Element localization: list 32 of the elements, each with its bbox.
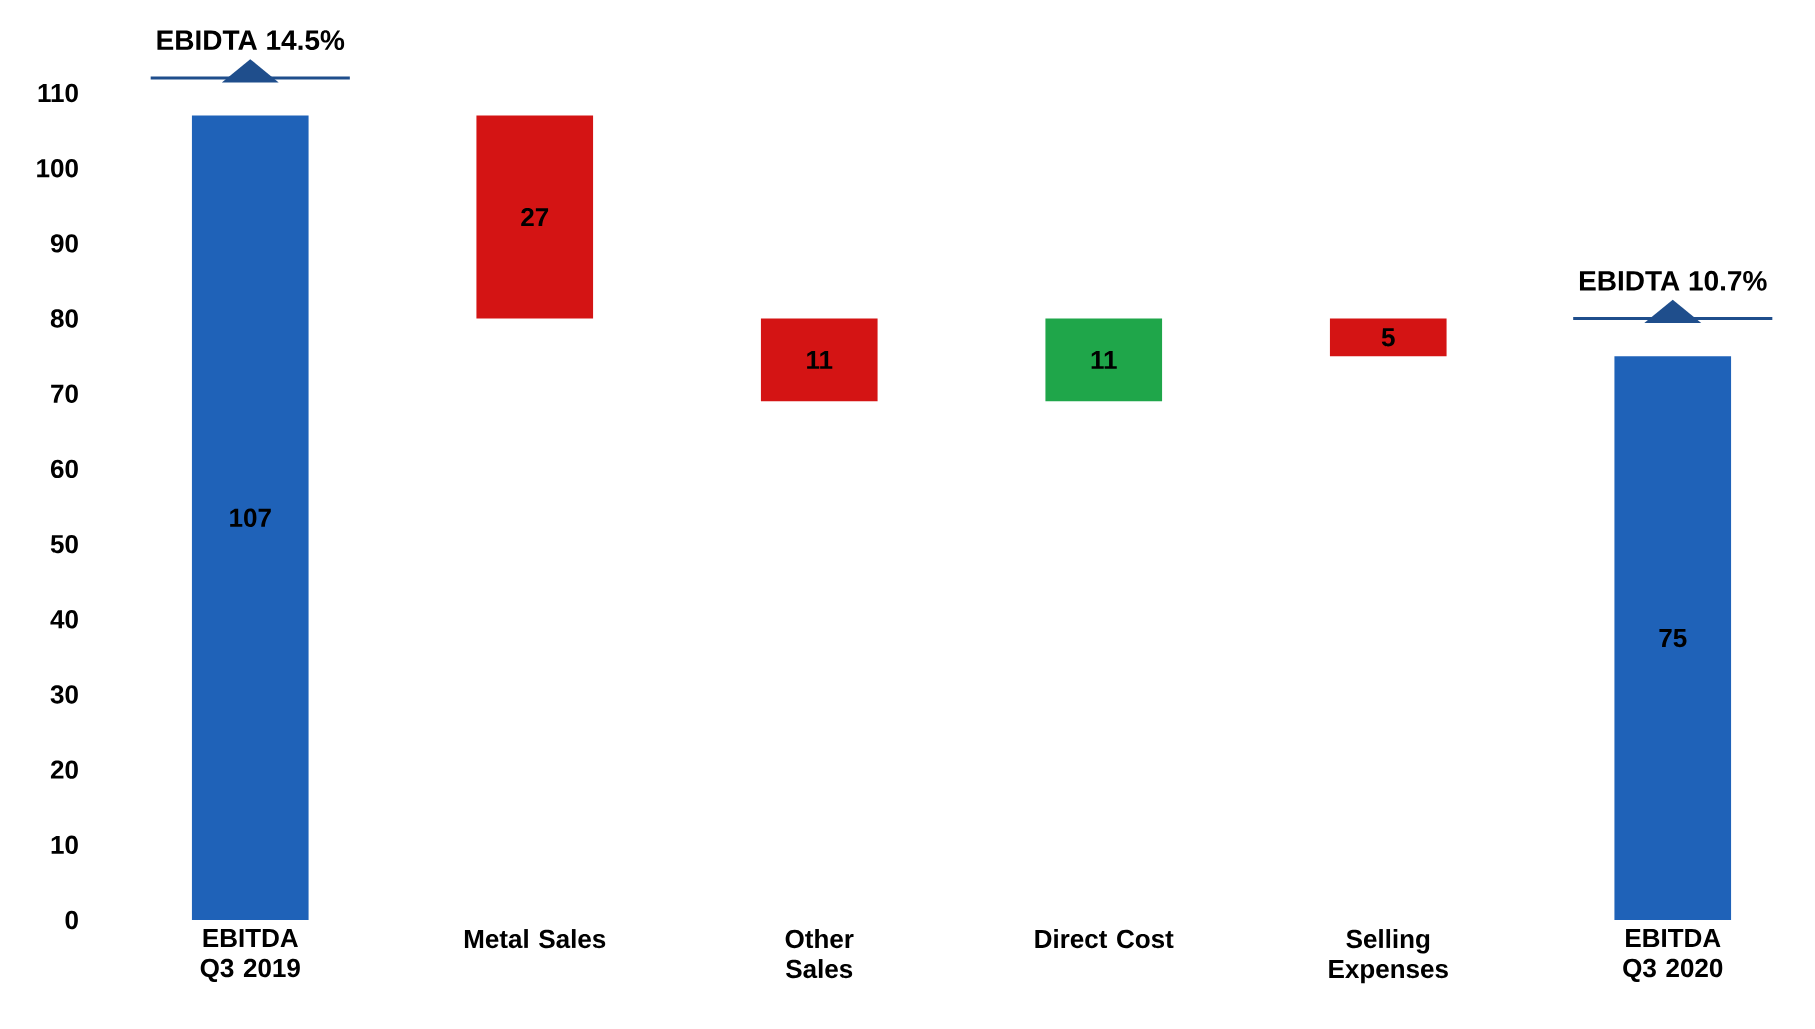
data-label: 75 <box>1659 629 1687 648</box>
y-tick-label: 90 <box>50 234 78 253</box>
data-label: 5 <box>1381 328 1395 347</box>
y-tick-label: 70 <box>51 384 78 403</box>
data-label: 27 <box>521 207 549 227</box>
bar <box>1045 318 1163 402</box>
bar <box>1614 356 1732 920</box>
y-tick-label: 60 <box>50 459 78 479</box>
y-tick-label: 50 <box>50 534 78 554</box>
x-tick-label: Selling Expenses <box>1329 929 1448 984</box>
data-label: 11 <box>807 350 833 369</box>
x-tick-label: Direct Cost <box>1035 929 1174 949</box>
y-tick-label: 0 <box>65 910 78 930</box>
annotation: EBIDTA 10.7% <box>1579 270 1767 291</box>
data-label: 11 <box>1091 350 1117 369</box>
x-tick-label: EBITDA Q3 2020 <box>1623 929 1723 983</box>
y-tick-label: 20 <box>50 760 78 779</box>
bar <box>760 318 878 402</box>
x-tick-label: EBITDA Q3 2019 <box>200 929 300 983</box>
y-tick-label: 10 <box>51 835 78 855</box>
bar <box>476 115 594 319</box>
y-tick-label: 110 <box>38 83 78 103</box>
x-tick-label: Metal Sales <box>464 929 606 949</box>
data-label: 107 <box>230 508 271 527</box>
y-tick-label: 100 <box>37 158 78 178</box>
text: EBIDTA 14.5% <box>157 30 345 51</box>
x-tick-label: Other Sales <box>785 929 854 979</box>
y-tick-label: 30 <box>50 685 78 704</box>
y-tick-label: 40 <box>50 610 78 629</box>
bar <box>191 115 309 920</box>
bar <box>1329 318 1447 357</box>
y-tick-label: 80 <box>50 309 78 328</box>
